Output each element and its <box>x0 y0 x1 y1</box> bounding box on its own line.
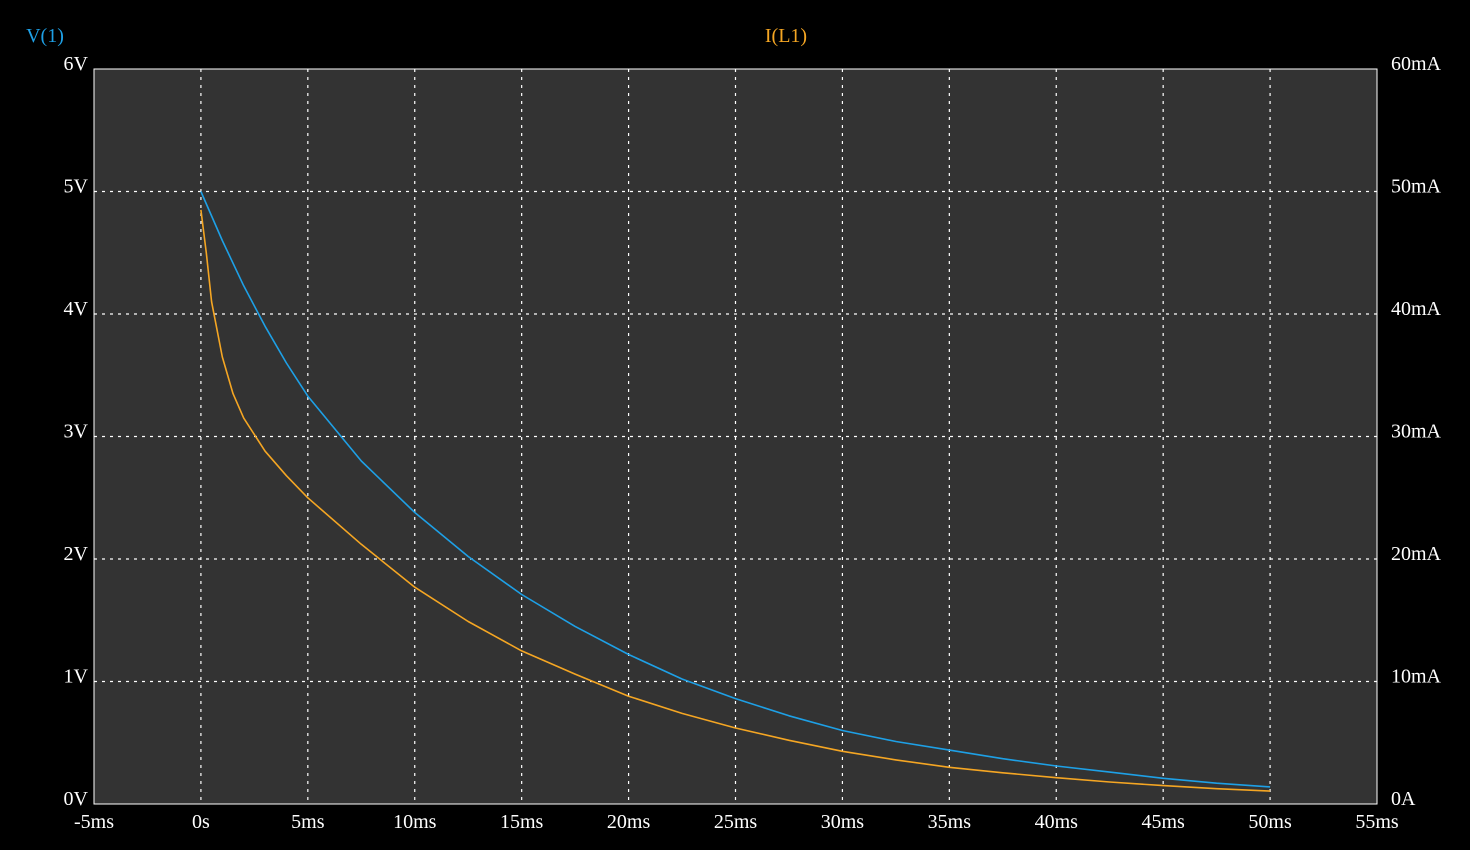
x-tick-label: 30ms <box>821 811 865 833</box>
series-label-v1[interactable]: V(1) <box>26 25 64 47</box>
y-right-tick-label: 10mA <box>1391 666 1442 688</box>
y-left-tick-label: 2V <box>64 543 89 565</box>
x-tick-label: 15ms <box>500 811 544 833</box>
x-tick-label: 20ms <box>607 811 651 833</box>
tick-labels: -5ms 0s 5ms 10ms 15ms 20ms 25ms 30ms 35ms 40ms 45m… <box>64 53 1442 833</box>
x-tick-label: 55ms <box>1355 811 1399 833</box>
traces <box>200 191 1271 792</box>
y-right-tick-label: 20mA <box>1391 543 1442 565</box>
y-left-tick-label: 6V <box>64 53 89 75</box>
y-right-tick-label: 30mA <box>1391 421 1442 443</box>
x-tick-label: 25ms <box>714 811 758 833</box>
x-tick-label: 35ms <box>928 811 972 833</box>
y-right-tick-label: 60mA <box>1391 53 1442 75</box>
x-tick-label: -5ms <box>74 811 114 833</box>
series-label-il1[interactable]: I(L1) <box>765 25 807 47</box>
y-right-tick-label: 50mA <box>1391 176 1442 198</box>
series-line-v1 <box>200 191 1271 788</box>
y-left-tick-label: 5V <box>64 176 89 198</box>
y-right-tick-label: 0A <box>1391 788 1416 810</box>
y-left-tick-label: 1V <box>64 666 89 688</box>
x-tick-label: 10ms <box>393 811 437 833</box>
x-tick-label: 50ms <box>1248 811 1292 833</box>
y-left-tick-label: 3V <box>64 421 89 443</box>
x-tick-label: 5ms <box>291 811 325 833</box>
x-tick-label: 0s <box>192 811 210 833</box>
y-left-tick-label: 4V <box>64 298 89 320</box>
x-tick-label: 40ms <box>1035 811 1079 833</box>
x-tick-label: 45ms <box>1141 811 1185 833</box>
series-line-il1 <box>200 209 1271 792</box>
y-right-tick-label: 40mA <box>1391 298 1442 320</box>
y-left-tick-label: 0V <box>64 788 89 810</box>
